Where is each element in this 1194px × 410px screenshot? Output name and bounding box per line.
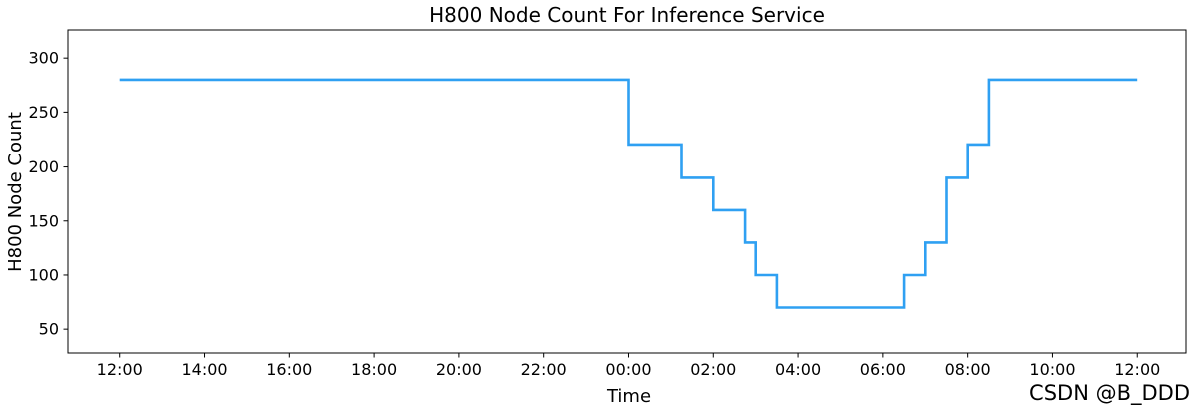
y-tick-label: 200 (28, 157, 59, 176)
x-tick-label: 20:00 (436, 360, 482, 379)
x-tick-label: 12:00 (97, 360, 143, 379)
x-tick-label: 00:00 (605, 360, 651, 379)
node-count-step-line (119, 78, 1138, 309)
watermark: CSDN @B_DDD (1029, 381, 1190, 406)
x-tick-label: 16:00 (266, 360, 312, 379)
x-tick-label: 06:00 (860, 360, 906, 379)
x-tick-label: 14:00 (181, 360, 227, 379)
y-tick-label: 250 (28, 103, 59, 122)
x-axis-label: Time (606, 386, 651, 407)
y-axis: 50 100 150 200 250 300 (28, 49, 68, 339)
x-tick-label: 08:00 (945, 360, 991, 379)
y-tick-label: 100 (28, 265, 59, 284)
x-tick-label: 02:00 (690, 360, 736, 379)
y-tick-label: 300 (28, 49, 59, 68)
x-tick-label: 18:00 (351, 360, 397, 379)
x-tick-label: 22:00 (521, 360, 567, 379)
x-tick-label: 04:00 (775, 360, 821, 379)
x-axis: 12:00 14:00 16:00 18:00 20:00 22:00 00:00 02:00… (97, 353, 1160, 379)
chart-title: H800 Node Count For Inference Service (429, 3, 825, 27)
y-axis-label: H800 Node Count (5, 112, 26, 272)
y-tick-label: 50 (39, 320, 59, 339)
plot-area (67, 29, 1187, 354)
x-tick-label: 10:00 (1029, 360, 1075, 379)
x-tick-label: 12:00 (1114, 360, 1160, 379)
y-tick-label: 150 (28, 211, 59, 230)
